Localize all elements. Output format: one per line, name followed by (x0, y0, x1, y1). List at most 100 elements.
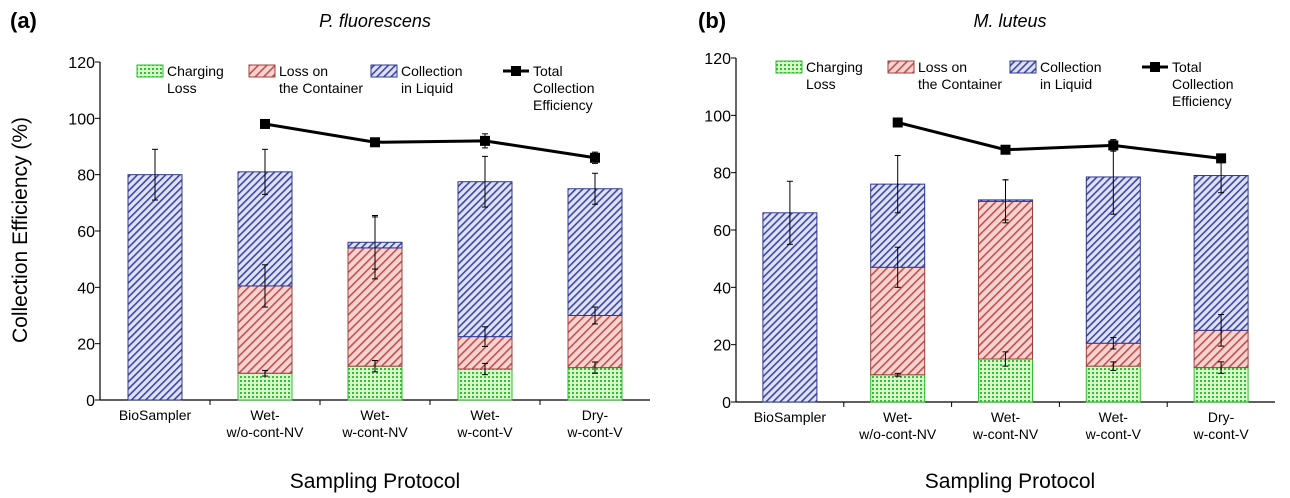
legend-marker (1150, 62, 1160, 72)
bar-blue (127, 174, 183, 401)
x-tick-label-line: w-cont-V (456, 424, 513, 440)
total-efficiency-line (264, 122, 596, 160)
y-tick-label: 60 (713, 223, 731, 240)
legend-marker (511, 66, 521, 76)
x-tick-label-line: w-cont-NV (972, 426, 1039, 442)
legend-label-line: Efficiency (533, 97, 593, 113)
x-tick-label-line: w-cont-V (1192, 426, 1249, 442)
total-efficiency-line (897, 121, 1222, 160)
x-tick-label-line: Wet- (250, 407, 280, 423)
chart-title: M. luteus (973, 11, 1046, 31)
legend-label: Charging Loss (806, 59, 863, 92)
x-tick-label: Wet-w/o-cont-NV (858, 409, 937, 442)
x-tick-label-line: Wet- (360, 407, 390, 423)
legend-label-line: Collection (1040, 59, 1101, 75)
legend-label-line: the Container (918, 76, 1002, 92)
y-tick-label: 60 (77, 224, 95, 241)
x-tick-label-line: Wet- (991, 409, 1021, 425)
x-tick-label-line: w/o-cont-NV (225, 424, 304, 440)
y-tick-label: 120 (68, 55, 95, 72)
y-tick-label: 100 (68, 111, 95, 128)
plot-area: 0 20 40 60 80 100 120 BioSampler Wet-w/o-cont-NV… (68, 55, 650, 440)
x-tick-label: Wet-w/o-cont-NV (225, 407, 304, 440)
x-tick-label: Wet-w-cont-V (456, 407, 513, 440)
y-tick-label: 80 (77, 168, 95, 185)
legend-swatch-green (775, 60, 803, 74)
legend-label: Loss on the Container (279, 63, 363, 96)
x-tick-label-line: Dry- (582, 407, 609, 423)
x-axis-label: Sampling Protocol (925, 470, 1095, 493)
legend-label-line: Charging (167, 63, 224, 79)
x-tick-label-line: BioSampler (119, 407, 192, 423)
y-tick-label: 40 (77, 280, 95, 297)
legend-label-line: Loss (806, 76, 836, 92)
total-efficiency-point (1108, 140, 1119, 151)
legend-swatch-blue (370, 64, 398, 78)
legend-label-line: Total (1172, 59, 1202, 75)
x-tick-label-line: Dry- (1208, 409, 1235, 425)
total-efficiency-point (260, 118, 270, 129)
legend-label-line: Charging (806, 59, 863, 75)
legend-label: Charging Loss (167, 63, 224, 96)
bar-green (1085, 365, 1141, 403)
bar-blue (1193, 175, 1249, 331)
y-tick-label: 0 (722, 395, 731, 412)
legend-swatch-green (136, 64, 164, 78)
bar-red (978, 200, 1033, 360)
y-tick-label: 20 (713, 338, 731, 355)
x-tick-label-line: w-cont-V (1085, 426, 1142, 442)
bar-green (870, 374, 926, 403)
chart-title: P. fluorescens (319, 11, 431, 31)
legend: Charging Loss Loss on the Container Collecti… (136, 63, 594, 113)
total-efficiency-point (1000, 144, 1011, 155)
legend-swatch-red (248, 64, 276, 78)
x-tick-label-line: w/o-cont-NV (858, 426, 937, 442)
y-tick-label: 100 (704, 108, 731, 125)
x-tick-label: Wet-w-cont-V (1085, 409, 1142, 442)
y-tick-label: 120 (704, 51, 731, 68)
total-efficiency-point (590, 152, 600, 163)
total-efficiency-point (480, 135, 490, 146)
legend: Charging Loss Loss on the Container Collecti… (775, 59, 1233, 109)
plot-area: 0 20 40 60 80 100 120 BioSampler Wet-w/o-cont-NV… (704, 51, 1275, 442)
panel-a: (a) P. fluorescens Collection Efficiency… (9, 8, 650, 493)
legend-label: Total Collection Efficiency (1172, 59, 1233, 109)
legend-label-line: Loss (167, 80, 197, 96)
y-axis-label: Collection Efficiency (%) (9, 117, 32, 343)
x-tick-label: BioSampler (119, 407, 192, 423)
y-tick-label: 20 (77, 337, 95, 354)
x-tick-label-line: w-cont-V (566, 424, 623, 440)
bar-green (237, 372, 293, 401)
legend-label-line: Loss on (279, 63, 328, 79)
x-tick-label-line: Wet- (470, 407, 500, 423)
legend-label: Collection in Liquid (401, 63, 462, 96)
legend-label: Total Collection Efficiency (533, 63, 594, 113)
legend-label-line: the Container (279, 80, 363, 96)
x-tick-label-line: Wet- (1099, 409, 1129, 425)
legend-label-line: Collection (533, 80, 594, 96)
x-tick-label: Wet-w-cont-NV (341, 407, 408, 440)
legend-label: Collection in Liquid (1040, 59, 1101, 92)
total-efficiency-point (892, 117, 903, 128)
legend-label-line: in Liquid (401, 80, 453, 96)
legend-swatch-red (887, 60, 915, 74)
x-tick-label-line: Wet- (883, 409, 913, 425)
panel-label: (b) (698, 8, 726, 33)
legend-label: Loss on the Container (918, 59, 1002, 92)
x-tick-label: Wet-w-cont-NV (972, 409, 1039, 442)
legend-label-line: Collection (401, 63, 462, 79)
legend-label-line: Loss on (918, 59, 967, 75)
legend-label-line: Total (533, 63, 563, 79)
panel-label: (a) (10, 8, 37, 33)
legend-label-line: Efficiency (1172, 93, 1232, 109)
x-tick-label-line: w-cont-NV (341, 424, 408, 440)
legend-label-line: in Liquid (1040, 76, 1092, 92)
x-tick-label: Dry-w-cont-V (1192, 409, 1249, 442)
y-tick-label: 40 (713, 280, 731, 297)
y-tick-label: 0 (86, 393, 95, 410)
legend-label-line: Collection (1172, 76, 1233, 92)
x-tick-label: Dry-w-cont-V (566, 407, 623, 440)
panel-b: (b) M. luteus Sampling Protocol 0 20 40 60 8… (698, 8, 1275, 493)
x-axis-label: Sampling Protocol (290, 470, 460, 493)
